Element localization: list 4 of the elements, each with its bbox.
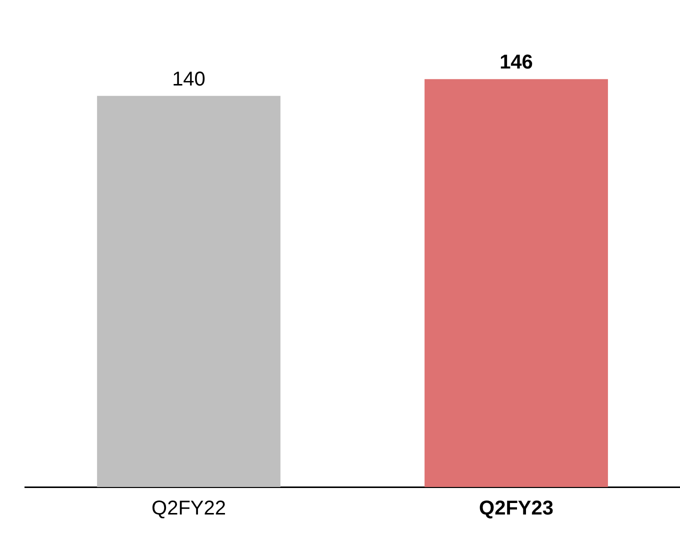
- data-label: 146: [500, 52, 533, 74]
- data-label: 140: [172, 68, 206, 90]
- x-tick-label: Q2FY22: [152, 498, 226, 520]
- x-tick-label: Q2FY23: [479, 498, 554, 520]
